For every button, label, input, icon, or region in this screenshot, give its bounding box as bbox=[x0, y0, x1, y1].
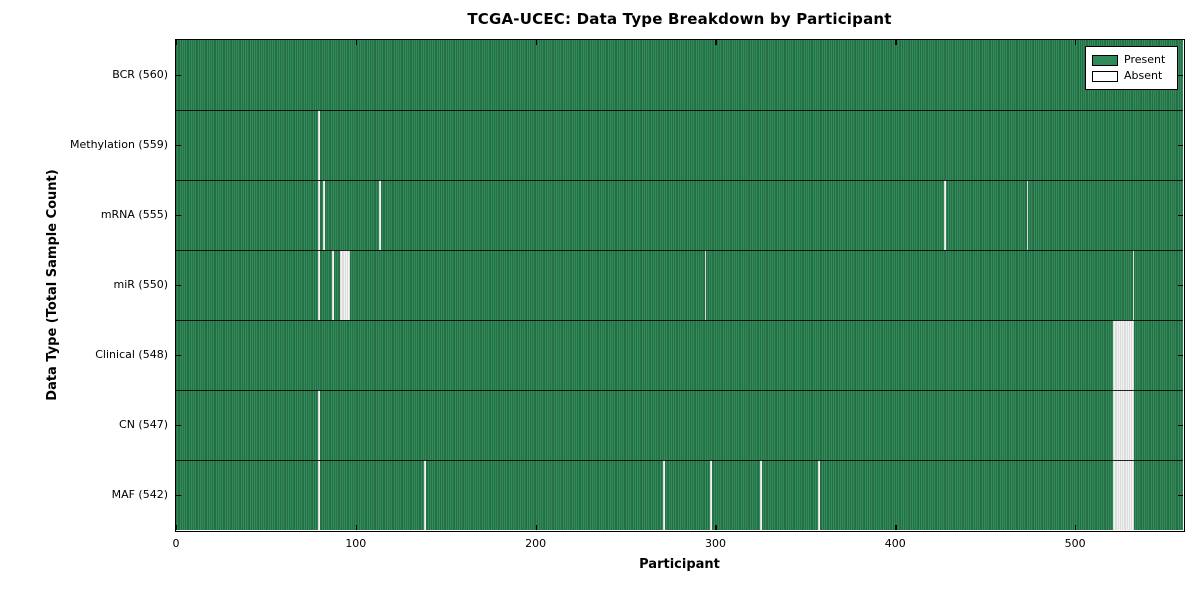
chart-title: TCGA-UCEC: Data Type Breakdown by Partic… bbox=[467, 10, 892, 28]
absent-stripe bbox=[760, 460, 763, 530]
x-tick bbox=[355, 40, 358, 45]
absent-stripe bbox=[1026, 180, 1029, 250]
x-axis-label: Participant bbox=[639, 557, 720, 572]
x-tick bbox=[895, 40, 897, 45]
x-tick-label: 0 bbox=[172, 537, 180, 550]
y-tick bbox=[1178, 355, 1183, 357]
legend-entry-absent: Absent bbox=[1092, 70, 1171, 82]
absent-stripe bbox=[318, 110, 320, 180]
heatmap-plot-area bbox=[176, 40, 1183, 530]
y-tick bbox=[176, 145, 181, 147]
heatmap-row-Clinical bbox=[176, 320, 1183, 390]
absent-stripe bbox=[339, 250, 351, 320]
y-tick-label: BCR (560) bbox=[112, 68, 168, 81]
y-tick-label: Clinical (548) bbox=[95, 348, 168, 361]
x-tick bbox=[535, 40, 537, 45]
absent-stripe bbox=[332, 250, 335, 320]
y-tick bbox=[176, 215, 181, 217]
y-tick bbox=[1178, 215, 1183, 217]
heatmap-row-BCR bbox=[176, 40, 1183, 110]
x-tick-label: 200 bbox=[525, 537, 547, 550]
absent-stripe bbox=[318, 250, 320, 320]
legend-entry-present: Present bbox=[1092, 54, 1171, 66]
absent-stripe bbox=[1112, 390, 1135, 460]
absent-stripe bbox=[710, 460, 712, 530]
heatmap-row-CN bbox=[176, 390, 1183, 460]
y-tick bbox=[1178, 75, 1183, 77]
y-tick bbox=[176, 75, 181, 77]
x-tick bbox=[535, 525, 537, 530]
y-tick-label: CN (547) bbox=[119, 418, 168, 431]
y-tick-label: MAF (542) bbox=[111, 488, 168, 501]
x-tick-label: 500 bbox=[1064, 537, 1086, 550]
legend-label-present: Present bbox=[1124, 53, 1166, 66]
absent-stripe bbox=[424, 460, 426, 530]
y-tick bbox=[176, 495, 181, 497]
row-separator bbox=[176, 250, 1183, 251]
x-tick bbox=[895, 525, 897, 530]
absent-swatch bbox=[1092, 70, 1118, 82]
absent-stripe bbox=[318, 390, 320, 460]
row-separator bbox=[176, 460, 1183, 461]
absent-stripe bbox=[1112, 320, 1135, 390]
absent-stripe bbox=[379, 180, 381, 250]
row-separator bbox=[176, 320, 1183, 321]
y-tick bbox=[1178, 425, 1183, 427]
absent-stripe bbox=[323, 180, 326, 250]
absent-stripe bbox=[704, 250, 707, 320]
x-tick-label: 100 bbox=[345, 537, 367, 550]
y-tick bbox=[176, 355, 181, 357]
x-tick bbox=[176, 525, 178, 530]
heatmap-row-Methylation bbox=[176, 110, 1183, 180]
absent-stripe bbox=[943, 180, 946, 250]
absent-stripe bbox=[318, 180, 320, 250]
y-tick-label: mRNA (555) bbox=[100, 208, 168, 221]
heatmap-row-mRNA bbox=[176, 180, 1183, 250]
absent-stripe bbox=[663, 460, 666, 530]
y-tick bbox=[1178, 285, 1183, 287]
heatmap-row-miR bbox=[176, 250, 1183, 320]
absent-stripe bbox=[1132, 250, 1135, 320]
y-tick bbox=[1178, 145, 1183, 147]
row-separator bbox=[176, 110, 1183, 111]
x-tick bbox=[176, 40, 178, 45]
absent-stripe bbox=[318, 460, 320, 530]
row-separator bbox=[176, 180, 1183, 181]
y-tick bbox=[176, 425, 181, 427]
heatmap-row-MAF bbox=[176, 460, 1183, 530]
absent-stripe bbox=[1112, 460, 1135, 530]
legend-label-absent: Absent bbox=[1124, 69, 1163, 82]
x-tick bbox=[715, 40, 717, 45]
y-tick bbox=[176, 285, 181, 287]
x-tick bbox=[1075, 40, 1077, 45]
y-tick-label: miR (550) bbox=[113, 278, 169, 291]
present-swatch bbox=[1092, 54, 1118, 66]
x-tick bbox=[355, 525, 358, 530]
row-separator bbox=[176, 390, 1183, 391]
x-tick bbox=[1075, 525, 1077, 530]
legend: Present Absent bbox=[1085, 46, 1178, 90]
y-tick bbox=[1178, 495, 1183, 497]
x-tick-label: 400 bbox=[884, 537, 906, 550]
x-tick-label: 300 bbox=[704, 537, 726, 550]
y-tick-label: Methylation (559) bbox=[70, 138, 168, 151]
absent-stripe bbox=[817, 460, 820, 530]
x-tick bbox=[715, 525, 717, 530]
